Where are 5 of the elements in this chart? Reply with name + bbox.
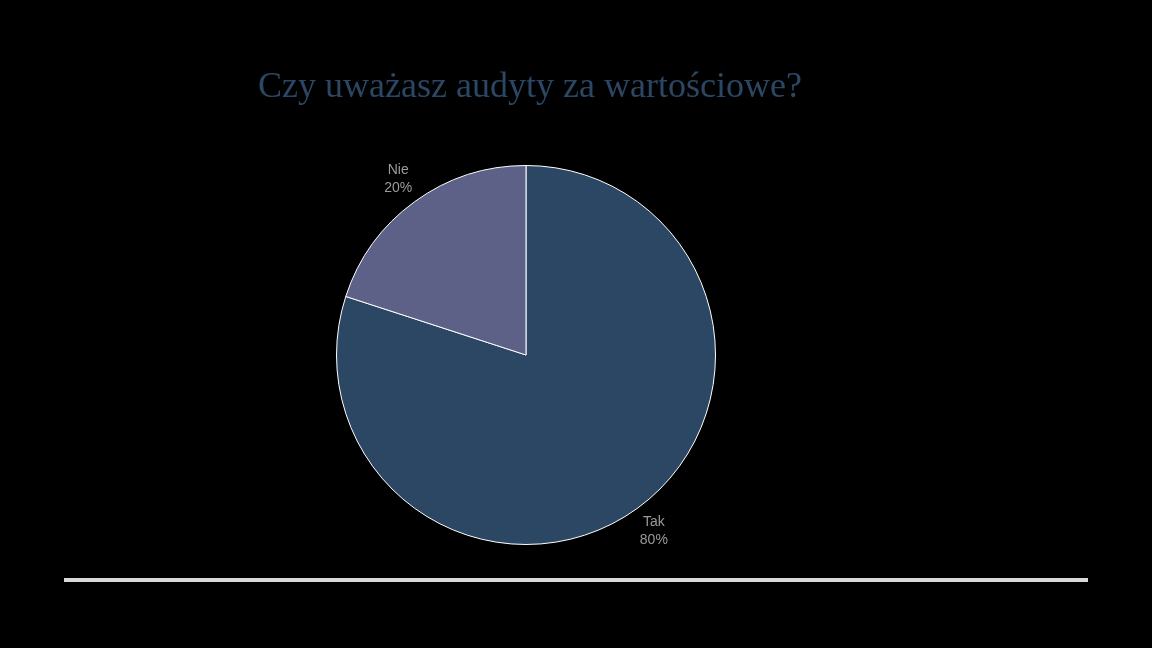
slice-label: Nie <box>387 160 409 177</box>
data-label: 20% <box>384 178 413 195</box>
slice-label: Tak <box>642 512 666 529</box>
chart-title: Czy uważasz audyty za wartościowe? <box>257 64 803 106</box>
data-label: 80% <box>639 530 668 547</box>
